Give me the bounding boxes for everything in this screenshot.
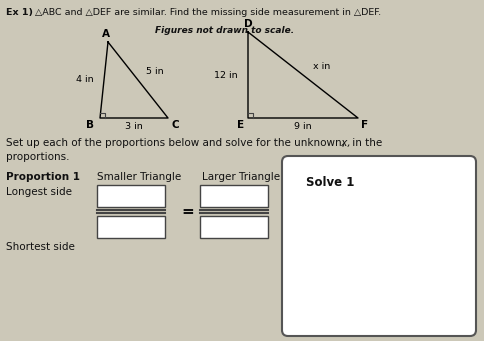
Text: B: B [86, 120, 94, 130]
Text: x in: x in [313, 62, 330, 71]
Text: Ex 1): Ex 1) [6, 8, 33, 17]
Text: △ABC and △DEF are similar. Find the missing side measurement in △DEF.: △ABC and △DEF are similar. Find the miss… [32, 8, 381, 17]
Text: Larger Triangle: Larger Triangle [202, 172, 280, 182]
Text: Shortest side: Shortest side [6, 242, 75, 252]
Text: in the: in the [349, 138, 382, 148]
Text: C: C [171, 120, 179, 130]
FancyBboxPatch shape [282, 156, 476, 336]
Text: E: E [237, 120, 244, 130]
Text: 3 in: 3 in [125, 122, 143, 131]
Text: 5 in: 5 in [146, 67, 164, 76]
Text: Solve 1: Solve 1 [306, 176, 354, 189]
Bar [200, 216, 268, 238]
Text: x,: x, [338, 138, 350, 148]
Bar [97, 185, 165, 207]
Text: proportions.: proportions. [6, 152, 70, 162]
Text: Longest side: Longest side [6, 187, 72, 197]
Text: Figures not drawn to scale.: Figures not drawn to scale. [155, 26, 294, 35]
Bar [200, 185, 268, 207]
Text: D: D [243, 19, 252, 29]
Text: 12 in: 12 in [214, 71, 238, 79]
Text: Set up each of the proportions below and solve for the unknown,: Set up each of the proportions below and… [6, 138, 345, 148]
Text: 4 in: 4 in [76, 75, 94, 85]
Bar [97, 216, 165, 238]
Text: F: F [361, 120, 368, 130]
Text: 9 in: 9 in [294, 122, 312, 131]
Text: =: = [182, 204, 195, 219]
Text: Proportion 1: Proportion 1 [6, 172, 80, 182]
Text: Smaller Triangle: Smaller Triangle [97, 172, 181, 182]
Text: A: A [102, 29, 110, 39]
